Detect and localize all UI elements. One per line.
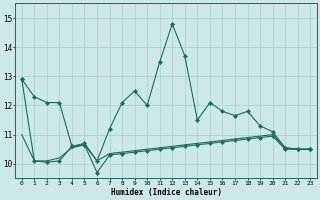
X-axis label: Humidex (Indice chaleur): Humidex (Indice chaleur): [110, 188, 221, 197]
